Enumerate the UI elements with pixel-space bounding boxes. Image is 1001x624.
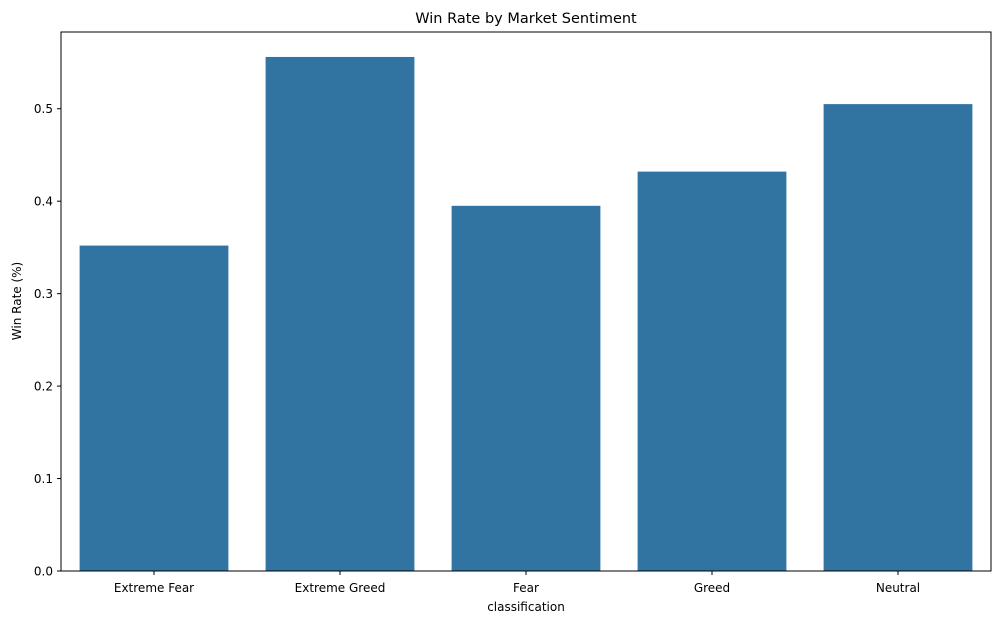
y-tick-label: 0.2 xyxy=(34,380,53,394)
chart-title: Win Rate by Market Sentiment xyxy=(415,11,637,27)
x-tick-label: Extreme Fear xyxy=(114,581,194,595)
x-tick-label: Neutral xyxy=(876,581,920,595)
y-axis: 0.0 0.1 0.2 0.3 0.4 0.5 xyxy=(34,102,61,579)
x-tick-label: Fear xyxy=(513,581,539,595)
bar-greed xyxy=(637,171,787,572)
x-tick-label: Greed xyxy=(694,581,730,595)
y-tick-label: 0.5 xyxy=(34,102,53,116)
y-tick-label: 0.3 xyxy=(34,287,53,301)
y-tick-label: 0.4 xyxy=(34,195,53,209)
y-tick-label: 0.0 xyxy=(34,565,53,579)
y-axis-label: Win Rate (%) xyxy=(10,262,24,340)
bars-group xyxy=(79,56,973,572)
bar-extreme-fear xyxy=(79,245,229,571)
x-axis: Extreme Fear Extreme Greed Fear Greed Neutra… xyxy=(114,571,920,595)
y-tick-label: 0.1 xyxy=(34,472,53,486)
x-axis-label: classification xyxy=(487,600,565,614)
bar-extreme-greed xyxy=(265,56,415,571)
x-tick-label: Extreme Greed xyxy=(295,581,386,595)
bar-neutral xyxy=(823,104,973,571)
bar-fear xyxy=(451,205,601,571)
